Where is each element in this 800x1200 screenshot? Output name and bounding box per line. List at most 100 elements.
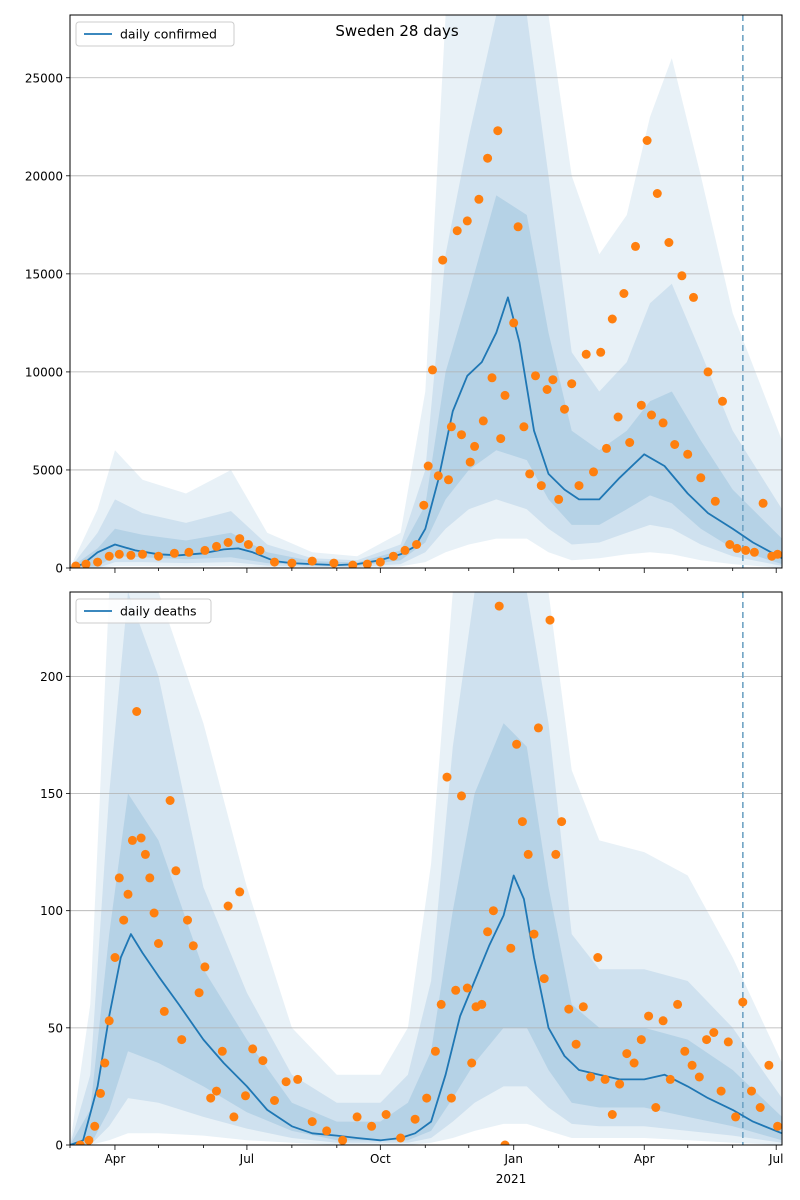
data-point	[90, 1121, 100, 1131]
data-point	[519, 422, 529, 432]
x-tick-label: Jul	[768, 1152, 783, 1166]
data-point	[132, 707, 142, 716]
data-point	[430, 1046, 440, 1056]
band-inner	[70, 723, 782, 1145]
data-point	[154, 551, 163, 561]
data-point	[96, 1088, 105, 1098]
data-point	[680, 1046, 690, 1056]
data-point	[531, 371, 540, 381]
data-point	[229, 1112, 239, 1122]
data-point	[293, 1074, 303, 1084]
data-point	[442, 772, 452, 782]
data-point	[652, 189, 662, 198]
data-point	[93, 557, 103, 567]
data-point	[578, 1002, 588, 1012]
y-tick-label: 15000	[25, 267, 63, 281]
data-point	[84, 1135, 94, 1145]
data-point	[615, 1079, 625, 1089]
data-point	[248, 1044, 258, 1054]
data-point	[375, 557, 385, 567]
data-point	[586, 1072, 596, 1082]
data-point	[171, 866, 181, 876]
data-point	[619, 289, 629, 298]
data-point	[462, 983, 472, 993]
legend-box	[75, 598, 212, 624]
data-point	[444, 475, 453, 485]
data-point	[702, 1035, 712, 1045]
deaths-panel: 0 50 100 150 200 daily deaths	[40, 591, 783, 1153]
data-point	[496, 434, 506, 444]
data-point	[212, 541, 221, 551]
data-point	[533, 723, 543, 733]
data-point	[423, 461, 433, 471]
data-point	[352, 1112, 362, 1122]
x-tick-label: Apr	[634, 1152, 655, 1166]
data-point	[212, 1086, 221, 1096]
data-point	[539, 974, 549, 984]
data-point	[607, 314, 617, 324]
data-point	[436, 999, 446, 1009]
chart-title: Sweden 28 days	[335, 22, 458, 40]
data-point	[223, 538, 233, 547]
y-tick-label: 20000	[25, 169, 63, 183]
data-point	[140, 849, 150, 859]
legend-label: daily confirmed	[120, 27, 217, 42]
data-point	[114, 549, 124, 559]
data-point	[718, 396, 727, 406]
data-point	[710, 496, 720, 506]
data-point	[536, 481, 546, 491]
data-point	[554, 494, 564, 504]
observed-points	[75, 601, 782, 1145]
data-point	[548, 375, 558, 385]
data-point	[462, 216, 472, 226]
data-point	[243, 540, 253, 549]
data-point	[75, 1140, 85, 1145]
data-point	[433, 471, 443, 481]
data-point	[644, 1011, 654, 1021]
data-point	[446, 1093, 456, 1103]
data-point	[523, 849, 533, 859]
x-tick-label: Jul	[239, 1152, 254, 1166]
data-point	[694, 1072, 704, 1082]
data-point	[396, 1133, 406, 1143]
data-point	[658, 1016, 668, 1026]
data-point	[500, 390, 510, 400]
data-point	[410, 1114, 420, 1124]
uncertainty-bands	[70, 15, 782, 568]
data-point	[500, 1140, 510, 1145]
data-point	[422, 1093, 432, 1103]
data-point	[200, 962, 210, 972]
band-outer	[70, 592, 782, 1145]
data-point	[613, 412, 623, 422]
data-point	[446, 422, 456, 432]
data-point	[381, 1110, 391, 1119]
data-point	[525, 469, 535, 479]
data-point	[723, 1037, 733, 1047]
data-point	[696, 473, 706, 483]
data-point	[119, 915, 129, 925]
data-point	[270, 557, 279, 567]
x-axis: Apr Jul Oct Jan Apr Jul	[105, 1152, 784, 1166]
data-point	[673, 999, 683, 1009]
data-point	[110, 953, 120, 962]
data-point	[149, 908, 159, 918]
data-point	[709, 1028, 719, 1037]
data-point	[123, 889, 133, 899]
data-point	[428, 365, 437, 375]
band-middle	[70, 592, 782, 1145]
legend-box	[75, 21, 235, 47]
data-point	[664, 238, 674, 247]
data-point	[732, 543, 742, 553]
data-point	[731, 1112, 741, 1122]
data-point	[658, 418, 668, 428]
data-point	[622, 1049, 632, 1059]
data-point	[281, 1077, 291, 1087]
data-point	[81, 559, 91, 568]
band-inner	[70, 195, 782, 568]
data-point	[367, 1121, 377, 1131]
confirmed-panel: 0 5000 10000 15000 20000 25000 daily confirmed	[25, 14, 783, 576]
data-point	[235, 887, 245, 897]
data-point	[104, 551, 114, 561]
data-point	[457, 791, 466, 801]
